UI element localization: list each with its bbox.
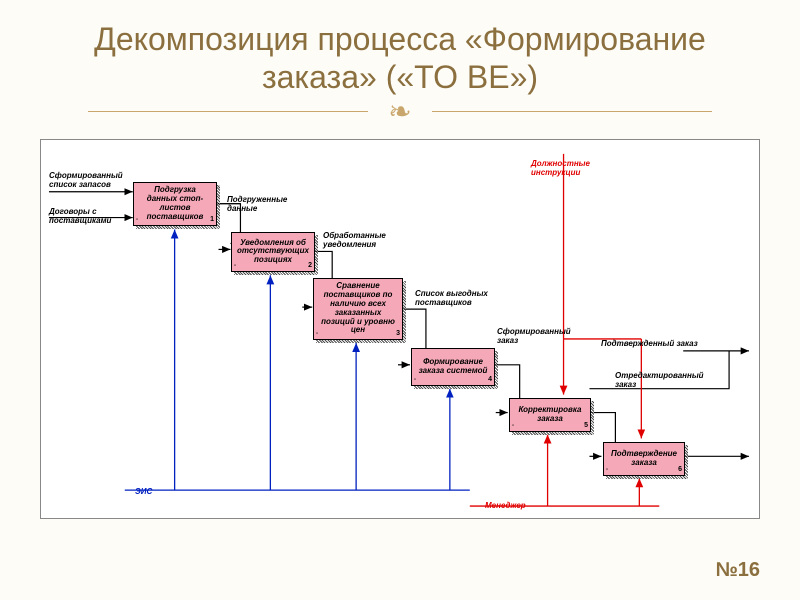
diagram-label: Обработанныеуведомления xyxy=(323,232,386,250)
node-marker: ▫ xyxy=(512,423,514,430)
node-marker: ▫ xyxy=(606,467,608,474)
diagram-label: Подтвержденный заказ xyxy=(601,340,698,349)
page-number: №16 xyxy=(715,559,760,582)
node-marker: ▫ xyxy=(234,263,236,270)
ornament-line-left xyxy=(88,111,368,112)
process-node: Уведомления об отсутствующих позициях2▫ xyxy=(231,232,315,272)
diagram-label: Сформированныйсписок запасов xyxy=(49,172,123,190)
diagram-label: Отредактированныйзаказ xyxy=(615,372,704,390)
ornament-glyph: ❧ xyxy=(388,105,411,119)
node-number: 3 xyxy=(396,330,400,338)
diagram-label: Договоры споставщиками xyxy=(49,208,111,226)
process-node: Подгрузка данных стоп-листов поставщиков… xyxy=(133,182,217,226)
node-number: 2 xyxy=(308,262,312,270)
slide-header: Декомпозиция процесса «Формирование зака… xyxy=(0,0,800,129)
node-number: 4 xyxy=(488,376,492,384)
node-box: Сравнение поставщиков по наличию всех за… xyxy=(313,278,403,340)
diagram-label: ЭИС xyxy=(135,488,152,497)
node-box: Уведомления об отсутствующих позициях2▫ xyxy=(231,232,315,272)
node-number: 5 xyxy=(584,422,588,430)
node-box: Подтверждение заказа6▫ xyxy=(603,442,685,476)
diagram-label: Подгруженныеданные xyxy=(227,196,287,214)
diagram-label: Должностныеинструкции xyxy=(531,160,590,178)
slide-title: Декомпозиция процесса «Формирование зака… xyxy=(60,20,740,97)
diagram-nodes-layer: Подгрузка данных стоп-листов поставщиков… xyxy=(41,140,759,518)
node-number: 1 xyxy=(210,216,214,224)
node-marker: ▫ xyxy=(136,217,138,224)
process-node: Сравнение поставщиков по наличию всех за… xyxy=(313,278,403,340)
ornament-line-right xyxy=(432,111,712,112)
node-box: Подгрузка данных стоп-листов поставщиков… xyxy=(133,182,217,226)
process-node: Подтверждение заказа6▫ xyxy=(603,442,685,476)
title-ornament: ❧ xyxy=(60,105,740,119)
diagram-frame: Подгрузка данных стоп-листов поставщиков… xyxy=(40,139,760,519)
process-node: Корректировка заказа5▫ xyxy=(509,398,591,432)
node-number: 6 xyxy=(678,466,682,474)
node-box: Корректировка заказа5▫ xyxy=(509,398,591,432)
node-box: Формирование заказа системой4▫ xyxy=(411,348,495,386)
process-node: Формирование заказа системой4▫ xyxy=(411,348,495,386)
diagram-label: Список выгодныхпоставщиков xyxy=(415,290,488,308)
node-marker: ▫ xyxy=(316,331,318,338)
diagram-label: Сформированныйзаказ xyxy=(497,328,571,346)
diagram-label: Менеджер xyxy=(485,502,526,511)
node-marker: ▫ xyxy=(414,377,416,384)
